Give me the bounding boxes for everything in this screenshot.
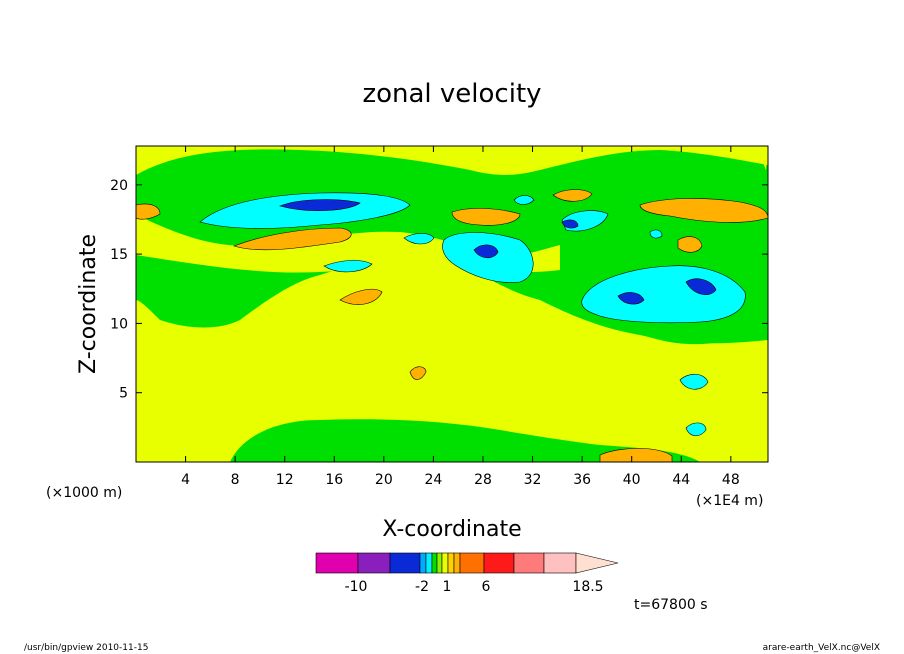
x-tick-label: 48 — [722, 472, 740, 488]
x-tick-label: 12 — [276, 472, 294, 488]
x-tick-label: 20 — [375, 472, 393, 488]
colorbar-segment — [315, 552, 359, 574]
colorbar-label: 6 — [482, 579, 491, 595]
colorbar-label: 1 — [443, 579, 452, 595]
x-tick-label: 40 — [623, 472, 641, 488]
x-tick-label: 36 — [573, 472, 591, 488]
y-axis-label: Z-coordinate — [76, 234, 101, 374]
colorbar-segment — [419, 552, 427, 574]
x-axis-label: X-coordinate — [382, 517, 521, 542]
x-scale-note: (×1E4 m) — [696, 493, 763, 509]
colorbar-label: 18.5 — [572, 579, 603, 595]
field-yellow-mid — [136, 250, 768, 462]
x-tick-label: 4 — [181, 472, 190, 488]
colorbar-arrow — [575, 552, 619, 574]
footer-right: arare-earth_VelX.nc@VelX — [763, 643, 880, 653]
y-tick-label: 10 — [110, 316, 128, 332]
colorbar-segment — [459, 552, 485, 574]
y-tick-label: 20 — [110, 178, 128, 194]
colorbar-segment — [447, 552, 455, 574]
y-tick-label: 15 — [110, 247, 128, 263]
x-tick-label: 16 — [325, 472, 343, 488]
x-tick-label: 28 — [474, 472, 492, 488]
x-tick-label: 44 — [672, 472, 690, 488]
field-blue-core — [279, 199, 361, 212]
x-axis-ticks: 4 8 12 16 20 24 28 32 36 40 44 48 — [181, 146, 740, 488]
colorbar-label: -2 — [415, 579, 429, 595]
colorbar — [315, 552, 619, 574]
x-tick-label: 32 — [524, 472, 542, 488]
colorbar-label: -10 — [345, 579, 368, 595]
y-axis-ticks: 5 10 15 20 — [110, 178, 768, 402]
colorbar-segment — [483, 552, 515, 574]
colorbar-segment — [425, 552, 433, 574]
y-tick-label: 5 — [119, 386, 128, 402]
field-green-lower — [230, 419, 700, 462]
colorbar-segment — [436, 552, 443, 574]
colorbar-segment — [431, 552, 438, 574]
x-tick-label: 24 — [424, 472, 442, 488]
time-label: t=67800 s — [634, 597, 708, 613]
colorbar-segment — [357, 552, 391, 574]
x-tick-label: 8 — [231, 472, 240, 488]
footer-left: /usr/bin/gpview 2010-11-15 — [24, 643, 148, 653]
colorbar-segment — [441, 552, 449, 574]
colorbar-segment — [389, 552, 421, 574]
colorbar-segment — [513, 552, 545, 574]
colorbar-labels: -10 -2 1 6 18.5 — [345, 579, 604, 595]
y-scale-note: (×1000 m) — [46, 485, 122, 501]
chart-title: zonal velocity — [362, 79, 541, 109]
colorbar-segment — [543, 552, 577, 574]
colorbar-segment — [453, 552, 461, 574]
field-cyan-jet — [199, 192, 411, 229]
field-yellow-top — [136, 146, 768, 175]
